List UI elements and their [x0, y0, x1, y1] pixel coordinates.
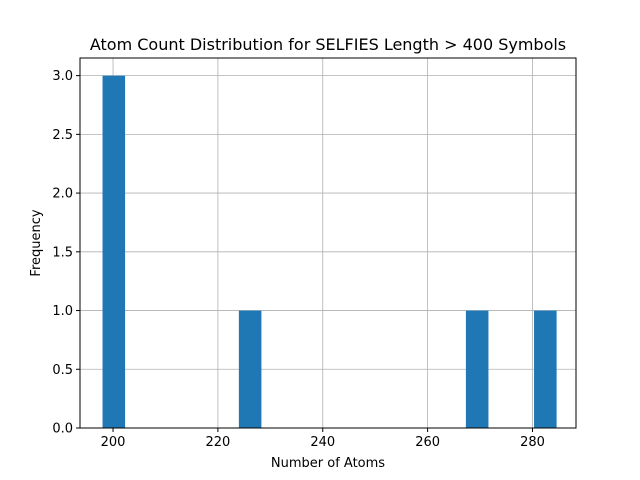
- histogram-bar: [465, 310, 489, 428]
- histogram-bar: [238, 310, 262, 428]
- histogram-bar: [534, 310, 557, 428]
- x-tick-label: 220: [205, 435, 230, 450]
- x-axis-label: Number of Atoms: [271, 456, 385, 471]
- x-tick-label: 200: [101, 435, 126, 450]
- y-axis-label: Frequency: [29, 209, 44, 276]
- y-tick-label: 2.0: [52, 187, 73, 202]
- bars: [102, 75, 557, 428]
- grid-lines: [80, 58, 576, 429]
- plot-frame: [79, 57, 577, 429]
- histogram-bar: [102, 75, 126, 428]
- y-tick-label: 1.5: [52, 245, 73, 260]
- y-tick-label: 1.0: [52, 304, 73, 319]
- x-tick-label: 260: [415, 435, 440, 450]
- axis-ticks: 200 220 240 260 280 0.0 0.5 1.0 1.5 2.0 2.5 3.0: [52, 69, 545, 450]
- y-tick-label: 0.5: [52, 363, 73, 378]
- y-tick-label: 2.5: [52, 128, 73, 143]
- y-tick-label: 3.0: [52, 69, 73, 84]
- x-tick-label: 280: [520, 435, 545, 450]
- y-tick-label: 0.0: [52, 422, 73, 437]
- x-tick-label: 240: [310, 435, 335, 450]
- chart-title: Atom Count Distribution for SELFIES Leng…: [90, 35, 566, 54]
